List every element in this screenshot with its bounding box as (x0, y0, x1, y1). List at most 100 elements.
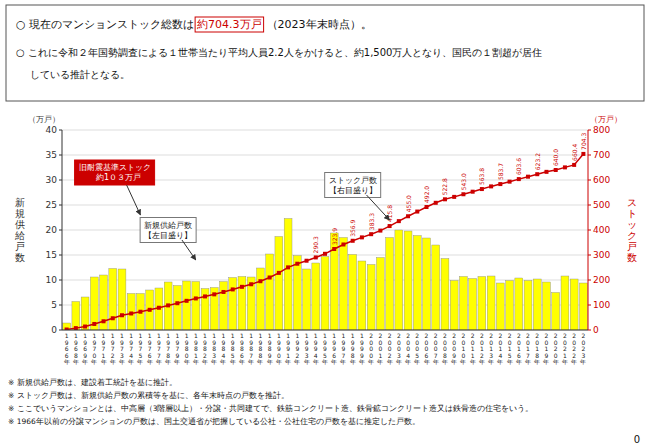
x-tick-label: 1976年 (147, 332, 153, 365)
plot-area (63, 152, 588, 330)
y-tick-label: 25 (46, 200, 57, 210)
bar (395, 230, 403, 330)
x-tick-label-part: 年 (433, 358, 439, 365)
x-tick-label-part: 年 (64, 358, 70, 365)
line-marker (544, 170, 548, 174)
line-marker (378, 229, 382, 233)
y2-axis-title-part: ク (627, 230, 637, 241)
x-tick-label-part: 年 (525, 358, 531, 365)
data-label: 563.8 (478, 168, 485, 185)
x-tick-label-part: 年 (267, 358, 273, 365)
line-marker (526, 175, 530, 179)
line-marker (434, 201, 438, 205)
x-tick-label: 1986年 (239, 332, 245, 365)
annotation-text-part: 【右目盛り】 (329, 186, 377, 195)
y2-tick (588, 205, 591, 206)
x-tick-label-part: 年 (488, 358, 494, 365)
annotation-text-part: 【左目盛り】 (144, 231, 192, 240)
x-tick-label-part: 年 (340, 358, 346, 365)
x-tick-label-part: 年 (220, 358, 226, 365)
x-tick-label: 2015年 (507, 332, 513, 365)
bar (487, 276, 495, 330)
x-tick-label-part: 年 (156, 358, 162, 365)
grid-line (62, 330, 588, 331)
bar (579, 283, 587, 330)
line-marker (425, 205, 429, 209)
line-marker (203, 294, 207, 298)
line-marker (471, 190, 475, 194)
x-tick-label: 2001年 (377, 332, 383, 365)
x-tick-label-part: 年 (119, 358, 125, 365)
y2-tick (588, 280, 591, 281)
data-label: 640.0 (552, 149, 559, 166)
x-tick-label: 1994年 (313, 332, 319, 365)
bar (552, 293, 560, 331)
y2-tick-label: 600 (593, 175, 610, 185)
annotation: 新規供給戸数【左目盛り】 (140, 218, 196, 243)
x-tick-label-part: 年 (128, 358, 134, 365)
bar (506, 281, 514, 331)
bar (90, 277, 98, 330)
x-tick-label: 1974年 (128, 332, 134, 365)
y2-tick-label: 300 (593, 250, 610, 260)
x-tick-label: 1978年 (165, 332, 171, 365)
x-tick-label: 1981年 (193, 332, 199, 365)
grid (62, 130, 588, 330)
x-tick-label: 2007年 (433, 332, 439, 365)
line-marker (323, 252, 327, 256)
bar (441, 259, 449, 331)
bar (349, 255, 357, 331)
y2-tick-label: 700 (593, 150, 610, 160)
line-marker (185, 299, 189, 303)
line-marker (397, 219, 401, 223)
y-tick-label: 5 (51, 300, 57, 310)
y-tick-label: 15 (46, 250, 57, 260)
y2-tick-label: 0 (593, 325, 599, 335)
line-marker (111, 316, 115, 320)
bar (229, 278, 237, 331)
x-tick-label: 2002年 (387, 332, 393, 365)
bar (238, 277, 246, 331)
line-marker (351, 239, 355, 243)
line-marker (581, 152, 585, 156)
x-tick-label: 1990年 (276, 332, 282, 365)
x-tick-label-part: 年 (147, 358, 153, 365)
footnote: ※ 1966年以前の分譲マンションの戸数は、国土交通省が把握している公社・公社住… (8, 417, 420, 426)
header-box (6, 5, 644, 101)
x-tick-label-part: 年 (553, 358, 559, 365)
bar (303, 269, 311, 330)
y-tick (59, 155, 62, 156)
bar (469, 279, 477, 331)
annotation-text-part: ストック戸数 (329, 176, 377, 185)
line-marker (452, 195, 456, 199)
x-tick-label-part: 年 (248, 358, 254, 365)
y-tick (59, 205, 62, 206)
bar (450, 281, 458, 331)
bar (220, 282, 228, 331)
line-marker (360, 235, 364, 239)
y-axis-title-part: 新 (15, 197, 25, 208)
y-unit: （万戸） (28, 115, 60, 124)
x-tick-label-part: 年 (202, 358, 208, 365)
line-marker (221, 290, 225, 294)
grid-line (62, 155, 588, 156)
line-marker (406, 214, 410, 218)
bar (515, 278, 523, 330)
y-axis-title: 新規供給戸数 (14, 197, 25, 263)
x-tick-label-part: 年 (497, 358, 503, 365)
line-marker (295, 262, 299, 266)
x-tick-label: 2019年 (543, 332, 549, 365)
annotations: 旧耐震基準ストック 約1０３万戸ストック戸数【右目盛り】新規供給戸数【左目盛り】 (75, 160, 390, 260)
x-tick-label-part: 年 (396, 358, 402, 365)
bar (284, 219, 292, 331)
annotation-arrow (182, 240, 196, 260)
line-marker (148, 308, 152, 312)
y-axis-title-part: 給 (14, 230, 25, 241)
x-tick-label: 1972年 (110, 332, 116, 365)
bar (478, 277, 486, 331)
line-marker (535, 172, 539, 176)
line-marker (443, 197, 447, 201)
x-tick-label: 1977年 (156, 332, 162, 365)
x-tick-label: 1968年 (73, 332, 79, 365)
x-tick-label: 1970年 (91, 332, 97, 365)
